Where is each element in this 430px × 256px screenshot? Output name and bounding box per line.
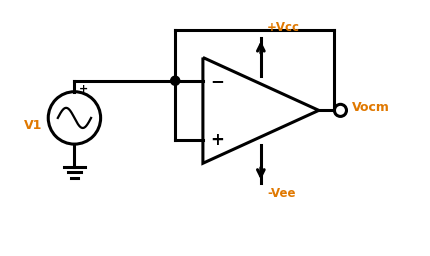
Text: +: + bbox=[79, 84, 88, 94]
Text: +Vcc: +Vcc bbox=[266, 21, 299, 34]
Text: +: + bbox=[209, 131, 224, 149]
Circle shape bbox=[170, 76, 179, 85]
Text: Vocm: Vocm bbox=[351, 101, 388, 114]
Text: V1: V1 bbox=[24, 119, 42, 132]
Text: −: − bbox=[209, 72, 224, 90]
Text: -Vee: -Vee bbox=[266, 187, 295, 200]
